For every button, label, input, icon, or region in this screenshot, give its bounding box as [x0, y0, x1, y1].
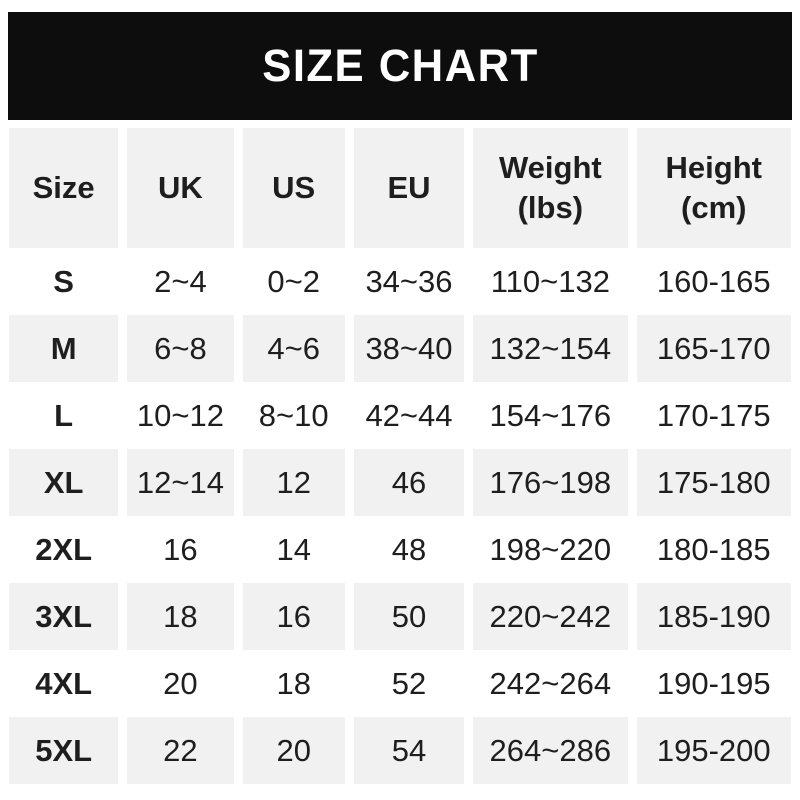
cell-us: 12: [242, 449, 345, 516]
table-row-m: M 6~8 4~6 38~40 132~154 165-170: [9, 315, 791, 382]
table-row-s: S 2~4 0~2 34~36 110~132 160-165: [9, 248, 791, 315]
header-cell-weight: Weight (lbs): [473, 128, 628, 248]
table-row-4xl: 4XL 20 18 52 242~264 190-195: [9, 650, 791, 717]
cell-size: S: [9, 248, 119, 315]
size-chart-table: Size UK US EU Weight (lbs): [0, 128, 800, 784]
cell-weight: 242~264: [473, 650, 628, 717]
header-sublabel: (lbs): [517, 190, 584, 225]
cell-us: 16: [242, 583, 345, 650]
header-label: UK: [158, 170, 203, 206]
cell-height: 160-165: [636, 248, 791, 315]
cell-uk: 12~14: [127, 449, 234, 516]
table-row-5xl: 5XL 22 20 54 264~286 195-200: [9, 717, 791, 784]
cell-height: 180-185: [636, 516, 791, 583]
cell-uk: 22: [127, 717, 234, 784]
cell-size: 5XL: [9, 717, 119, 784]
table-row-xl: XL 12~14 12 46 176~198 175-180: [9, 449, 791, 516]
header-sublabel: (cm): [681, 190, 747, 225]
cell-weight: 220~242: [473, 583, 628, 650]
cell-height: 165-170: [636, 315, 791, 382]
table-row-2xl: 2XL 16 14 48 198~220 180-185: [9, 516, 791, 583]
cell-us: 4~6: [242, 315, 345, 382]
cell-weight: 176~198: [473, 449, 628, 516]
cell-eu: 42~44: [353, 382, 465, 449]
cell-size: 3XL: [9, 583, 119, 650]
cell-size: 2XL: [9, 516, 119, 583]
cell-us: 20: [242, 717, 345, 784]
cell-uk: 18: [127, 583, 234, 650]
cell-height: 195-200: [636, 717, 791, 784]
header-cell-height: Height (cm): [636, 128, 791, 248]
cell-us: 18: [242, 650, 345, 717]
table-body: S 2~4 0~2 34~36 110~132 160-165 M 6~8 4~…: [9, 248, 791, 784]
cell-height: 175-180: [636, 449, 791, 516]
cell-uk: 20: [127, 650, 234, 717]
table-header: Size UK US EU Weight (lbs): [9, 128, 791, 248]
header-row: Size UK US EU Weight (lbs): [9, 128, 791, 248]
cell-uk: 2~4: [127, 248, 234, 315]
cell-height: 170-175: [636, 382, 791, 449]
header-label: Height: [665, 150, 762, 186]
header-cell-us: US: [242, 128, 345, 248]
header-cell-eu: EU: [353, 128, 465, 248]
header-label: Weight: [498, 150, 602, 186]
cell-eu: 48: [353, 516, 465, 583]
cell-us: 0~2: [242, 248, 345, 315]
table-row-l: L 10~12 8~10 42~44 154~176 170-175: [9, 382, 791, 449]
cell-uk: 10~12: [127, 382, 234, 449]
cell-eu: 52: [353, 650, 465, 717]
header-label: EU: [387, 170, 431, 206]
size-chart-banner: SIZE CHART: [8, 12, 792, 120]
cell-size: XL: [9, 449, 119, 516]
header-cell-size: Size: [9, 128, 119, 248]
cell-weight: 198~220: [473, 516, 628, 583]
cell-size: M: [9, 315, 119, 382]
cell-eu: 34~36: [353, 248, 465, 315]
cell-uk: 6~8: [127, 315, 234, 382]
cell-uk: 16: [127, 516, 234, 583]
cell-weight: 154~176: [473, 382, 628, 449]
header-label: Size: [32, 170, 95, 206]
size-chart-page: SIZE CHART Size UK US: [0, 12, 800, 800]
banner-title: SIZE CHART: [261, 40, 539, 91]
cell-us: 8~10: [242, 382, 345, 449]
cell-eu: 50: [353, 583, 465, 650]
cell-eu: 46: [353, 449, 465, 516]
cell-size: 4XL: [9, 650, 119, 717]
header-cell-uk: UK: [127, 128, 234, 248]
cell-us: 14: [242, 516, 345, 583]
cell-size: L: [9, 382, 119, 449]
cell-weight: 110~132: [473, 248, 628, 315]
cell-height: 190-195: [636, 650, 791, 717]
cell-weight: 264~286: [473, 717, 628, 784]
header-label: US: [272, 170, 316, 206]
table-row-3xl: 3XL 18 16 50 220~242 185-190: [9, 583, 791, 650]
cell-weight: 132~154: [473, 315, 628, 382]
cell-eu: 54: [353, 717, 465, 784]
cell-eu: 38~40: [353, 315, 465, 382]
cell-height: 185-190: [636, 583, 791, 650]
